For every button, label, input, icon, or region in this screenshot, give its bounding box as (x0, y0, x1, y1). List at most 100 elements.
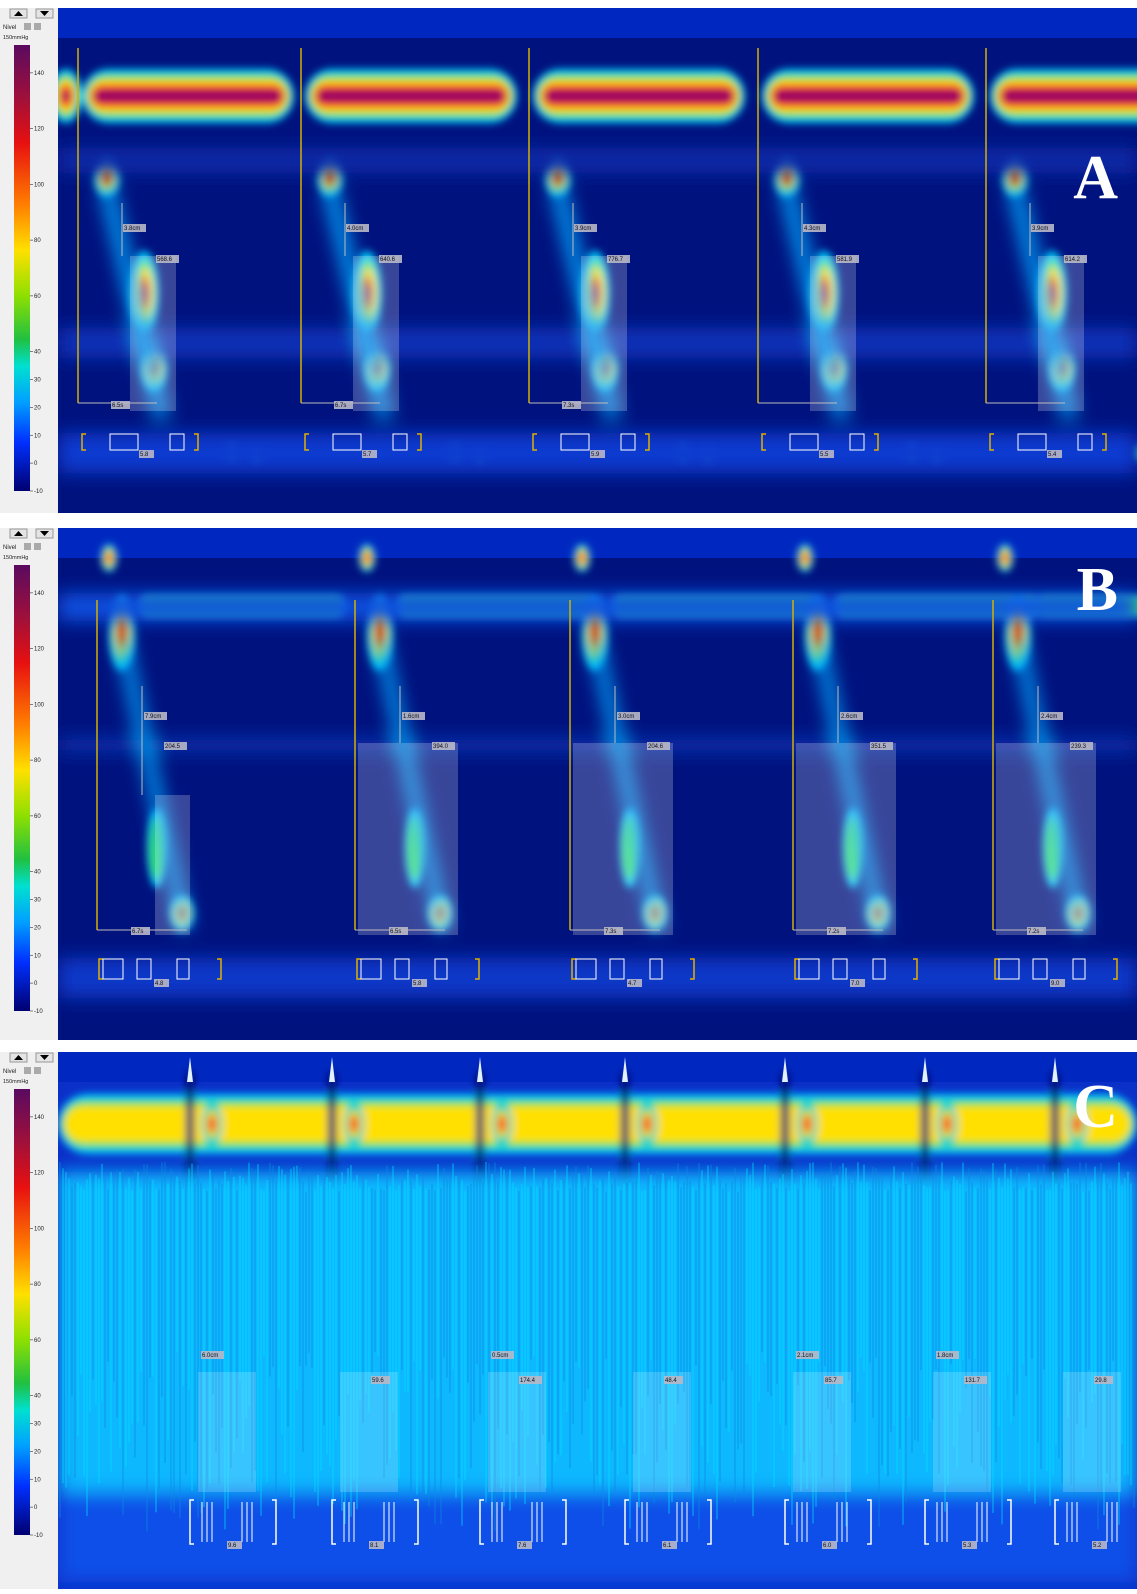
annotation: 6.1 (663, 1543, 672, 1549)
lower-field (58, 1492, 1137, 1582)
contraction-box (633, 1372, 691, 1492)
pressure-blob (803, 1115, 811, 1133)
scale-tick-label: -10 (34, 1533, 43, 1539)
annotation: 7.2s (828, 929, 839, 935)
scale-tick-label: 100 (34, 182, 45, 188)
plot: 3.8cm568.66.5s5.84.0cm640.66.7s5.73.9cm7… (50, 8, 1137, 513)
scale-tick-label: 30 (34, 898, 41, 904)
annotation: 1.8cm (937, 1353, 953, 1359)
contraction-box (488, 1372, 546, 1492)
annotation: 204.6 (648, 744, 664, 750)
annotation: 5.3 (963, 1543, 972, 1549)
level-icon (24, 1067, 31, 1074)
pressure-band (774, 90, 962, 103)
annotation: 7.2s (1028, 929, 1039, 935)
contraction-box (155, 795, 190, 935)
annotation: 6.7s (132, 929, 143, 935)
level-label: Nivel (3, 545, 16, 551)
annotation: 29.8 (1095, 1378, 1107, 1384)
annotation: 48.4 (665, 1378, 677, 1384)
light-band (58, 593, 1137, 621)
unit-label: 150mmHg (3, 555, 28, 561)
contraction-box (1038, 256, 1084, 411)
scale-tick-label: 40 (34, 870, 41, 876)
pressure-blob (364, 552, 370, 563)
pressure-blob (643, 1115, 651, 1133)
scale-tick-label: 10 (34, 1477, 41, 1483)
pressure-blob (106, 552, 112, 563)
contraction-box (1063, 1372, 1121, 1492)
scale-tick-label: 60 (34, 294, 41, 300)
level-icon (34, 23, 41, 30)
scale-tick-label: 10 (34, 953, 41, 959)
annotation: 3.0cm (618, 714, 634, 720)
scale-tick-label: 40 (34, 350, 41, 356)
color-bar (14, 565, 30, 1011)
annotation: 351.5 (871, 744, 887, 750)
scale-tick-label: 100 (34, 1226, 45, 1232)
annotation: 239.3 (1071, 744, 1087, 750)
scale-tick-label: 140 (34, 71, 45, 77)
annotation: 2.1cm (797, 1353, 813, 1359)
annotation: 4.8 (155, 981, 164, 987)
page: Nivel150mmHg1401201008060403020100-103.8… (0, 0, 1137, 1589)
annotation: 5.7 (363, 452, 372, 458)
scale-tick-label: -10 (34, 1009, 43, 1015)
annotation: 204.5 (165, 744, 181, 750)
annotation: 6.5s (112, 403, 123, 409)
contraction-box (581, 256, 627, 411)
pressure-band (64, 1105, 1131, 1142)
panel-svg: Nivel150mmHg1401201008060403020100-103.8… (0, 8, 1137, 513)
annotation: 6.5s (390, 929, 401, 935)
annotation: 614.2 (1065, 257, 1081, 263)
annotation: 4.3cm (804, 226, 820, 232)
annotation: 3.9cm (1032, 226, 1048, 232)
annotation: 7.9cm (145, 714, 161, 720)
unit-label: 150mmHg (3, 1079, 28, 1085)
pressure-band (62, 90, 70, 103)
scale-tick-label: 80 (34, 238, 41, 244)
scale-tick-label: 20 (34, 925, 41, 931)
scale-tick-label: 120 (34, 647, 45, 653)
annotation: 6.0cm (202, 1353, 218, 1359)
scale-tick-label: 20 (34, 1449, 41, 1455)
panel-c: Nivel150mmHg1401201008060403020100-106.0… (0, 1052, 1137, 1589)
plot-top-strip (58, 528, 1137, 558)
pressure-blob (350, 1115, 358, 1133)
annotation: 2.6cm (841, 714, 857, 720)
level-icon (34, 543, 41, 550)
annotation: 174.4 (520, 1378, 536, 1384)
plot-top-strip (58, 1052, 1137, 1082)
annotation: 5.5 (820, 452, 829, 458)
annotation: 2.4cm (1041, 714, 1057, 720)
pressure-band (317, 90, 505, 103)
contraction-box (340, 1372, 398, 1492)
annotation: 9.0 (1051, 981, 1060, 987)
annotation: 7.3s (563, 403, 574, 409)
panel-label: A (1073, 144, 1118, 212)
annotation: 8.1 (370, 1543, 379, 1549)
color-bar (14, 1089, 30, 1535)
plot: 7.9cm204.56.7s4.81.6cm394.06.5s5.83.0cm2… (58, 528, 1137, 1040)
scale-tick-label: 60 (34, 814, 41, 820)
pressure-blob (579, 552, 585, 563)
contraction-box (198, 1372, 256, 1492)
pressure-band (545, 90, 733, 103)
scale-tick-label: 30 (34, 378, 41, 384)
annotation: 7.0 (851, 981, 860, 987)
contraction-box (796, 743, 896, 935)
panel-svg: Nivel150mmHg1401201008060403020100-107.9… (0, 528, 1137, 1040)
annotation: 394.0 (433, 744, 449, 750)
level-label: Nivel (3, 1069, 16, 1075)
scale-tick-label: 60 (34, 1338, 41, 1344)
contraction-box (573, 743, 673, 935)
annotation: 6.7s (335, 403, 346, 409)
contraction-box (130, 256, 176, 411)
annotation: 776.7 (608, 257, 624, 263)
contraction-box (353, 256, 399, 411)
level-icon (24, 23, 31, 30)
annotation: 0.5cm (492, 1353, 508, 1359)
unit-label: 150mmHg (3, 35, 28, 41)
